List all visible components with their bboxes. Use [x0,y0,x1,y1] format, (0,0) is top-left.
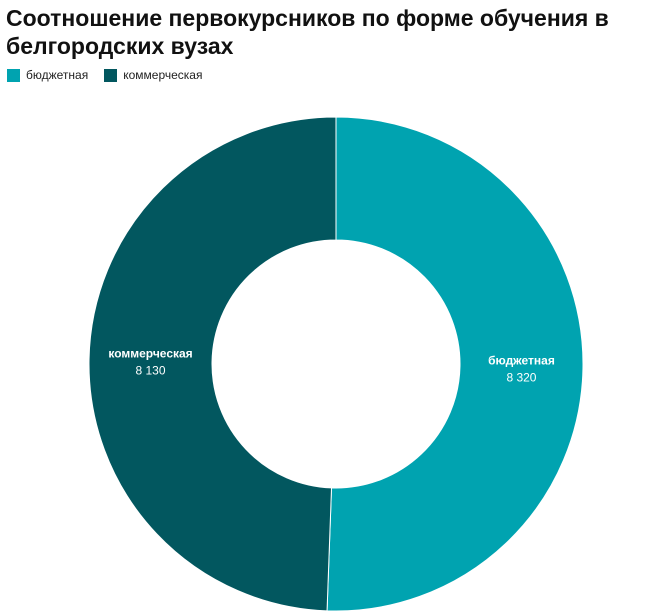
legend-item-commercial[interactable]: коммерческая [104,68,202,82]
donut-slices [88,116,584,612]
slice-label-value-0: 8 320 [506,370,536,384]
donut-labels: бюджетная 8 320 коммерческая 8 130 [108,347,555,385]
chart-title: Соотношение первокурсников по форме обуч… [6,5,609,59]
legend-swatch-commercial [104,68,118,82]
donut-slice-1[interactable] [88,116,337,612]
slice-label-value-1: 8 130 [136,364,166,378]
slice-label-1: коммерческая 8 130 [108,347,192,378]
legend: бюджетная коммерческая [7,68,218,82]
slice-label-0: бюджетная 8 320 [488,353,555,384]
slice-label-name-0: бюджетная [488,353,555,367]
legend-label-budget: бюджетная [26,68,89,82]
slice-label-name-1: коммерческая [108,347,192,361]
donut-slice-0[interactable] [326,116,584,612]
legend-item-budget[interactable]: бюджетная [7,68,88,82]
legend-swatch-budget [7,68,20,82]
legend-label-commercial: коммерческая [123,68,203,82]
